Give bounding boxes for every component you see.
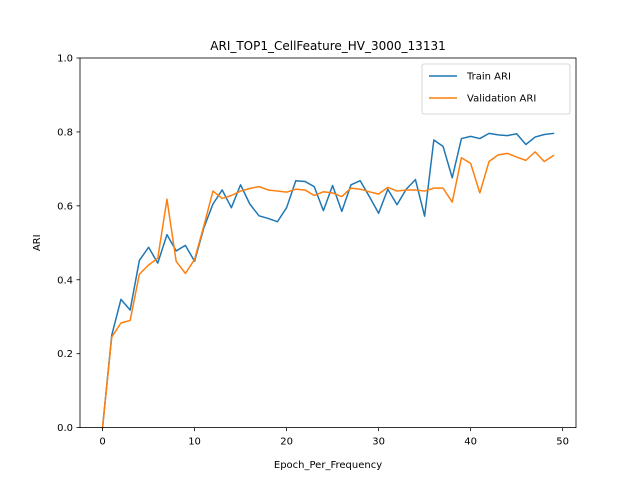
x-tick-label: 20 [280,437,293,448]
y-tick-label: 0.0 [57,423,73,434]
legend-label-train: Train ARI [466,72,511,83]
series-layer [101,132,555,429]
series-line-1 [101,151,555,429]
x-tick-label: 50 [556,437,569,448]
legend-label-validation: Validation ARI [467,94,536,105]
y-tick-label: 0.4 [57,275,73,286]
y-tick-label: 0.8 [57,127,73,138]
plot-frame [79,57,577,429]
y-tick-label: 0.6 [57,201,73,212]
legend-box [421,63,571,115]
y-tick-label: 0.2 [57,349,73,360]
x-tick-label: 10 [188,437,201,448]
legend: Train ARI Validation ARI [421,63,571,115]
x-axis: 0 10 20 30 40 50 [99,427,569,448]
chart-title: ARI_TOP1_CellFeature_HV_3000_13131 [210,39,445,53]
x-axis-title: Epoch_Per_Frequency [274,460,382,471]
x-tick-label: 0 [99,437,105,448]
x-tick-label: 30 [372,437,385,448]
x-tick-label: 40 [464,437,477,448]
y-axis-title: ARI [32,234,43,251]
y-tick-label: 1.0 [57,54,73,65]
series-line-0 [101,132,555,429]
y-axis: 0.0 0.2 0.4 0.6 0.8 1.0 [57,54,80,434]
